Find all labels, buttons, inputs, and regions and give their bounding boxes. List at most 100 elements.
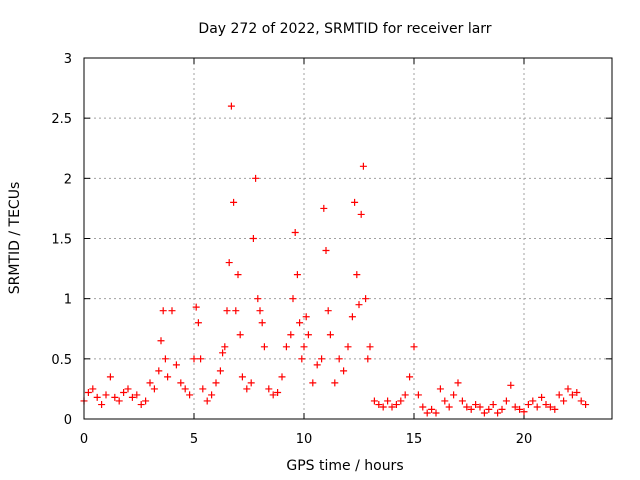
data-point xyxy=(489,401,497,409)
data-point xyxy=(252,174,260,182)
data-point xyxy=(260,343,268,351)
data-points xyxy=(80,102,590,417)
data-point xyxy=(357,210,365,218)
y-tick-label: 3 xyxy=(64,52,72,67)
data-point xyxy=(348,313,356,321)
data-point xyxy=(172,361,180,369)
y-axis-label: SRMTID / TECUs xyxy=(7,182,23,295)
data-point xyxy=(102,391,110,399)
x-tick-label: 5 xyxy=(190,432,198,447)
data-point xyxy=(414,391,422,399)
data-point xyxy=(309,379,317,387)
data-point xyxy=(128,393,136,401)
data-point xyxy=(419,403,427,411)
data-point xyxy=(324,307,332,315)
data-point xyxy=(485,405,493,413)
data-point xyxy=(472,401,480,409)
data-point xyxy=(157,337,165,345)
data-point xyxy=(168,307,176,315)
data-point xyxy=(247,379,255,387)
data-point xyxy=(388,403,396,411)
data-point xyxy=(194,319,202,327)
data-point xyxy=(458,397,466,405)
data-point xyxy=(397,397,405,405)
data-point xyxy=(498,405,506,413)
data-point xyxy=(289,295,297,303)
y-tick-label: 2.5 xyxy=(51,112,72,127)
data-point xyxy=(423,409,431,417)
grid-lines xyxy=(84,58,612,419)
data-point xyxy=(137,401,145,409)
data-point xyxy=(384,397,392,405)
data-point xyxy=(436,385,444,393)
data-point xyxy=(120,389,128,397)
data-point xyxy=(340,367,348,375)
data-point xyxy=(89,385,97,393)
data-point xyxy=(529,397,537,405)
data-point xyxy=(441,397,449,405)
y-tick-label: 1.5 xyxy=(51,233,72,248)
data-point xyxy=(524,401,532,409)
data-point xyxy=(278,373,286,381)
x-tick-label: 20 xyxy=(516,432,533,447)
data-point xyxy=(463,403,471,411)
data-point xyxy=(351,198,359,206)
data-point xyxy=(362,295,370,303)
data-point xyxy=(364,355,372,363)
data-point xyxy=(249,235,257,242)
data-point xyxy=(432,409,440,417)
data-point xyxy=(555,391,563,399)
data-point xyxy=(313,361,321,369)
y-tick-label: 0 xyxy=(64,413,72,428)
data-point xyxy=(551,405,559,413)
data-point xyxy=(353,271,361,279)
data-point xyxy=(322,247,330,255)
data-point xyxy=(133,391,141,399)
data-point xyxy=(203,397,211,405)
data-point xyxy=(546,403,554,411)
data-point xyxy=(467,405,475,413)
data-point xyxy=(302,313,310,321)
data-point xyxy=(533,403,541,411)
data-point xyxy=(293,271,301,279)
data-point xyxy=(355,301,363,309)
data-point xyxy=(274,389,282,397)
data-point xyxy=(335,355,343,363)
data-point xyxy=(256,307,264,315)
data-point xyxy=(282,343,290,351)
data-point xyxy=(476,403,484,411)
data-point xyxy=(155,367,163,375)
data-point xyxy=(227,102,235,110)
data-point xyxy=(494,409,502,417)
data-point xyxy=(564,385,572,393)
data-point xyxy=(454,379,462,387)
data-point xyxy=(181,385,189,393)
data-point xyxy=(199,385,207,393)
data-point xyxy=(344,343,352,351)
data-point xyxy=(236,331,244,339)
data-point xyxy=(560,397,568,405)
data-point xyxy=(190,355,198,363)
data-point xyxy=(223,307,231,315)
data-point xyxy=(192,303,200,311)
data-point xyxy=(98,401,106,409)
data-point xyxy=(450,391,458,399)
data-point xyxy=(84,389,92,397)
data-point xyxy=(111,393,119,401)
data-point xyxy=(232,307,240,315)
data-point xyxy=(401,391,409,399)
data-point xyxy=(318,355,326,363)
data-point xyxy=(238,373,246,381)
data-point xyxy=(326,331,334,339)
data-point xyxy=(124,385,132,393)
data-point xyxy=(221,343,229,351)
data-point xyxy=(197,355,205,363)
data-point xyxy=(428,405,436,413)
data-point xyxy=(300,343,308,351)
x-tick-label: 15 xyxy=(406,432,423,447)
data-point xyxy=(230,198,238,206)
data-point xyxy=(577,397,585,405)
data-point xyxy=(507,381,515,389)
chart-title: Day 272 of 2022, SRMTID for receiver lar… xyxy=(198,21,491,37)
